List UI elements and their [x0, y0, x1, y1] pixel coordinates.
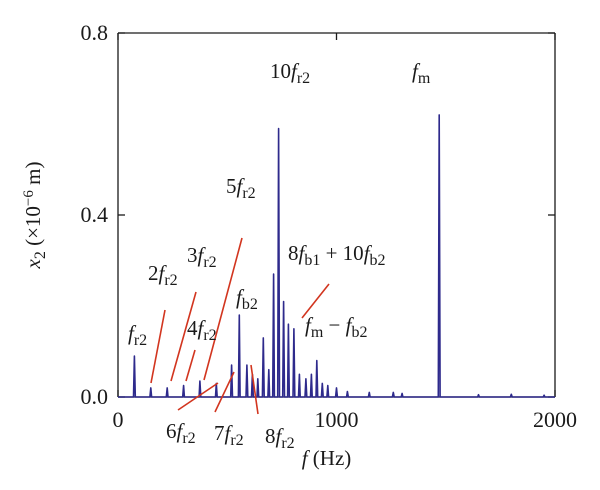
annotation-part: f	[159, 261, 168, 285]
annotation-part: f	[237, 174, 246, 198]
annotation-part: r2	[297, 70, 310, 87]
annotation-part: f	[198, 316, 207, 340]
x-tick-label: 2000	[533, 407, 577, 432]
annotation-part: 4	[187, 316, 198, 340]
annotation-part: f	[364, 241, 373, 265]
annotation-part: r2	[203, 254, 216, 271]
x-axis-title-part: (Hz)	[308, 446, 352, 470]
annotation-part: f	[299, 241, 308, 265]
annotation-part: f	[412, 59, 421, 83]
annotation-part: 5	[226, 174, 237, 198]
annotation-6fr2: 6fr2	[166, 419, 196, 447]
annotation-part: f	[225, 421, 234, 445]
annotation-10fr2: 10fr2	[270, 59, 310, 87]
annotation-part: 7	[214, 421, 225, 445]
leader-5fr2	[203, 237, 243, 381]
spectrum-series-line	[118, 114, 555, 398]
series-group	[118, 114, 555, 398]
annotation-leaders	[150, 237, 330, 415]
annotation-part: 3	[187, 243, 198, 267]
annotation-7fr2: 7fr2	[214, 421, 244, 449]
annotation-part: f	[291, 59, 300, 83]
x-tick-label: 0	[113, 407, 124, 432]
annotation-part: r2	[203, 327, 216, 344]
leader-7fr2	[214, 371, 235, 413]
y-tick-label: 0.4	[81, 202, 109, 227]
annotation-8fb1: 8fb1 + 10fb2	[288, 241, 386, 269]
annotation-part: 2	[148, 261, 159, 285]
y-axis-title: x2 (×10−6 m)	[21, 162, 49, 270]
annotation-part: 8	[288, 241, 299, 265]
x-axis-title-part: f	[302, 446, 311, 470]
annotation-part: f	[236, 285, 245, 309]
leader-3fr2	[170, 291, 197, 382]
annotation-part: 6	[166, 419, 177, 443]
annotation-part: b1	[304, 252, 320, 269]
axis-titles: f (Hz)x2 (×10−6 m)	[21, 162, 351, 470]
y-axis-title-part: x	[21, 258, 45, 269]
x-tick-label: 1000	[315, 407, 359, 432]
leader-2fr2	[150, 309, 166, 384]
annotation-part: m	[311, 324, 324, 341]
annotation-fb2: fb2	[236, 285, 258, 313]
annotation-part: b2	[242, 296, 258, 313]
y-tick-label: 0.0	[81, 384, 109, 409]
annotation-part: + 10	[320, 241, 363, 265]
y-axis-title-part: m)	[21, 162, 45, 191]
annotation-part: r2	[242, 185, 255, 202]
annotation-part: f	[177, 419, 186, 443]
annotation-part: 8	[265, 424, 276, 448]
annotation-4fr2: 4fr2	[187, 316, 217, 344]
annotation-part: f	[276, 424, 285, 448]
x-axis-title: f (Hz)	[302, 446, 352, 470]
y-axis-title-part: −6	[21, 190, 37, 206]
y-axis-title-part: (×10	[21, 206, 45, 251]
annotation-5fr2: 5fr2	[226, 174, 256, 202]
annotation-3fr2: 3fr2	[187, 243, 217, 271]
axis-ticks: 0 1000 2000 0.0 0.4 0.8	[81, 20, 578, 432]
annotation-fm: fm	[412, 59, 431, 87]
leader-6fr2	[177, 382, 219, 411]
annotation-part: f	[198, 243, 207, 267]
annotation-fmfb2: fm − fb2	[305, 313, 367, 341]
leader-fmfb2	[301, 283, 330, 319]
leader-4fr2	[185, 349, 196, 382]
y-axis-title-part: 2	[32, 251, 49, 259]
leader-8fr2	[250, 364, 259, 415]
annotation-part: r2	[164, 272, 177, 289]
annotation-fr2: fr2	[128, 321, 147, 349]
annotation-8fr2: 8fr2	[265, 424, 295, 452]
annotation-part: r2	[182, 430, 195, 447]
annotation-2fr2: 2fr2	[148, 261, 178, 289]
annotation-part: r2	[230, 432, 243, 449]
annotation-part: −	[323, 313, 345, 337]
annotation-part: 10	[270, 59, 291, 83]
annotation-part: m	[418, 70, 431, 87]
annotation-part: b2	[370, 252, 386, 269]
annotation-part: f	[346, 313, 355, 337]
plot-frame	[117, 32, 556, 398]
annotation-part: r2	[281, 435, 294, 452]
annotation-part: f	[305, 313, 314, 337]
annotation-part: b2	[351, 324, 367, 341]
annotation-part: f	[128, 321, 137, 345]
y-tick-label: 0.8	[81, 20, 109, 45]
annotation-part: r2	[134, 332, 147, 349]
